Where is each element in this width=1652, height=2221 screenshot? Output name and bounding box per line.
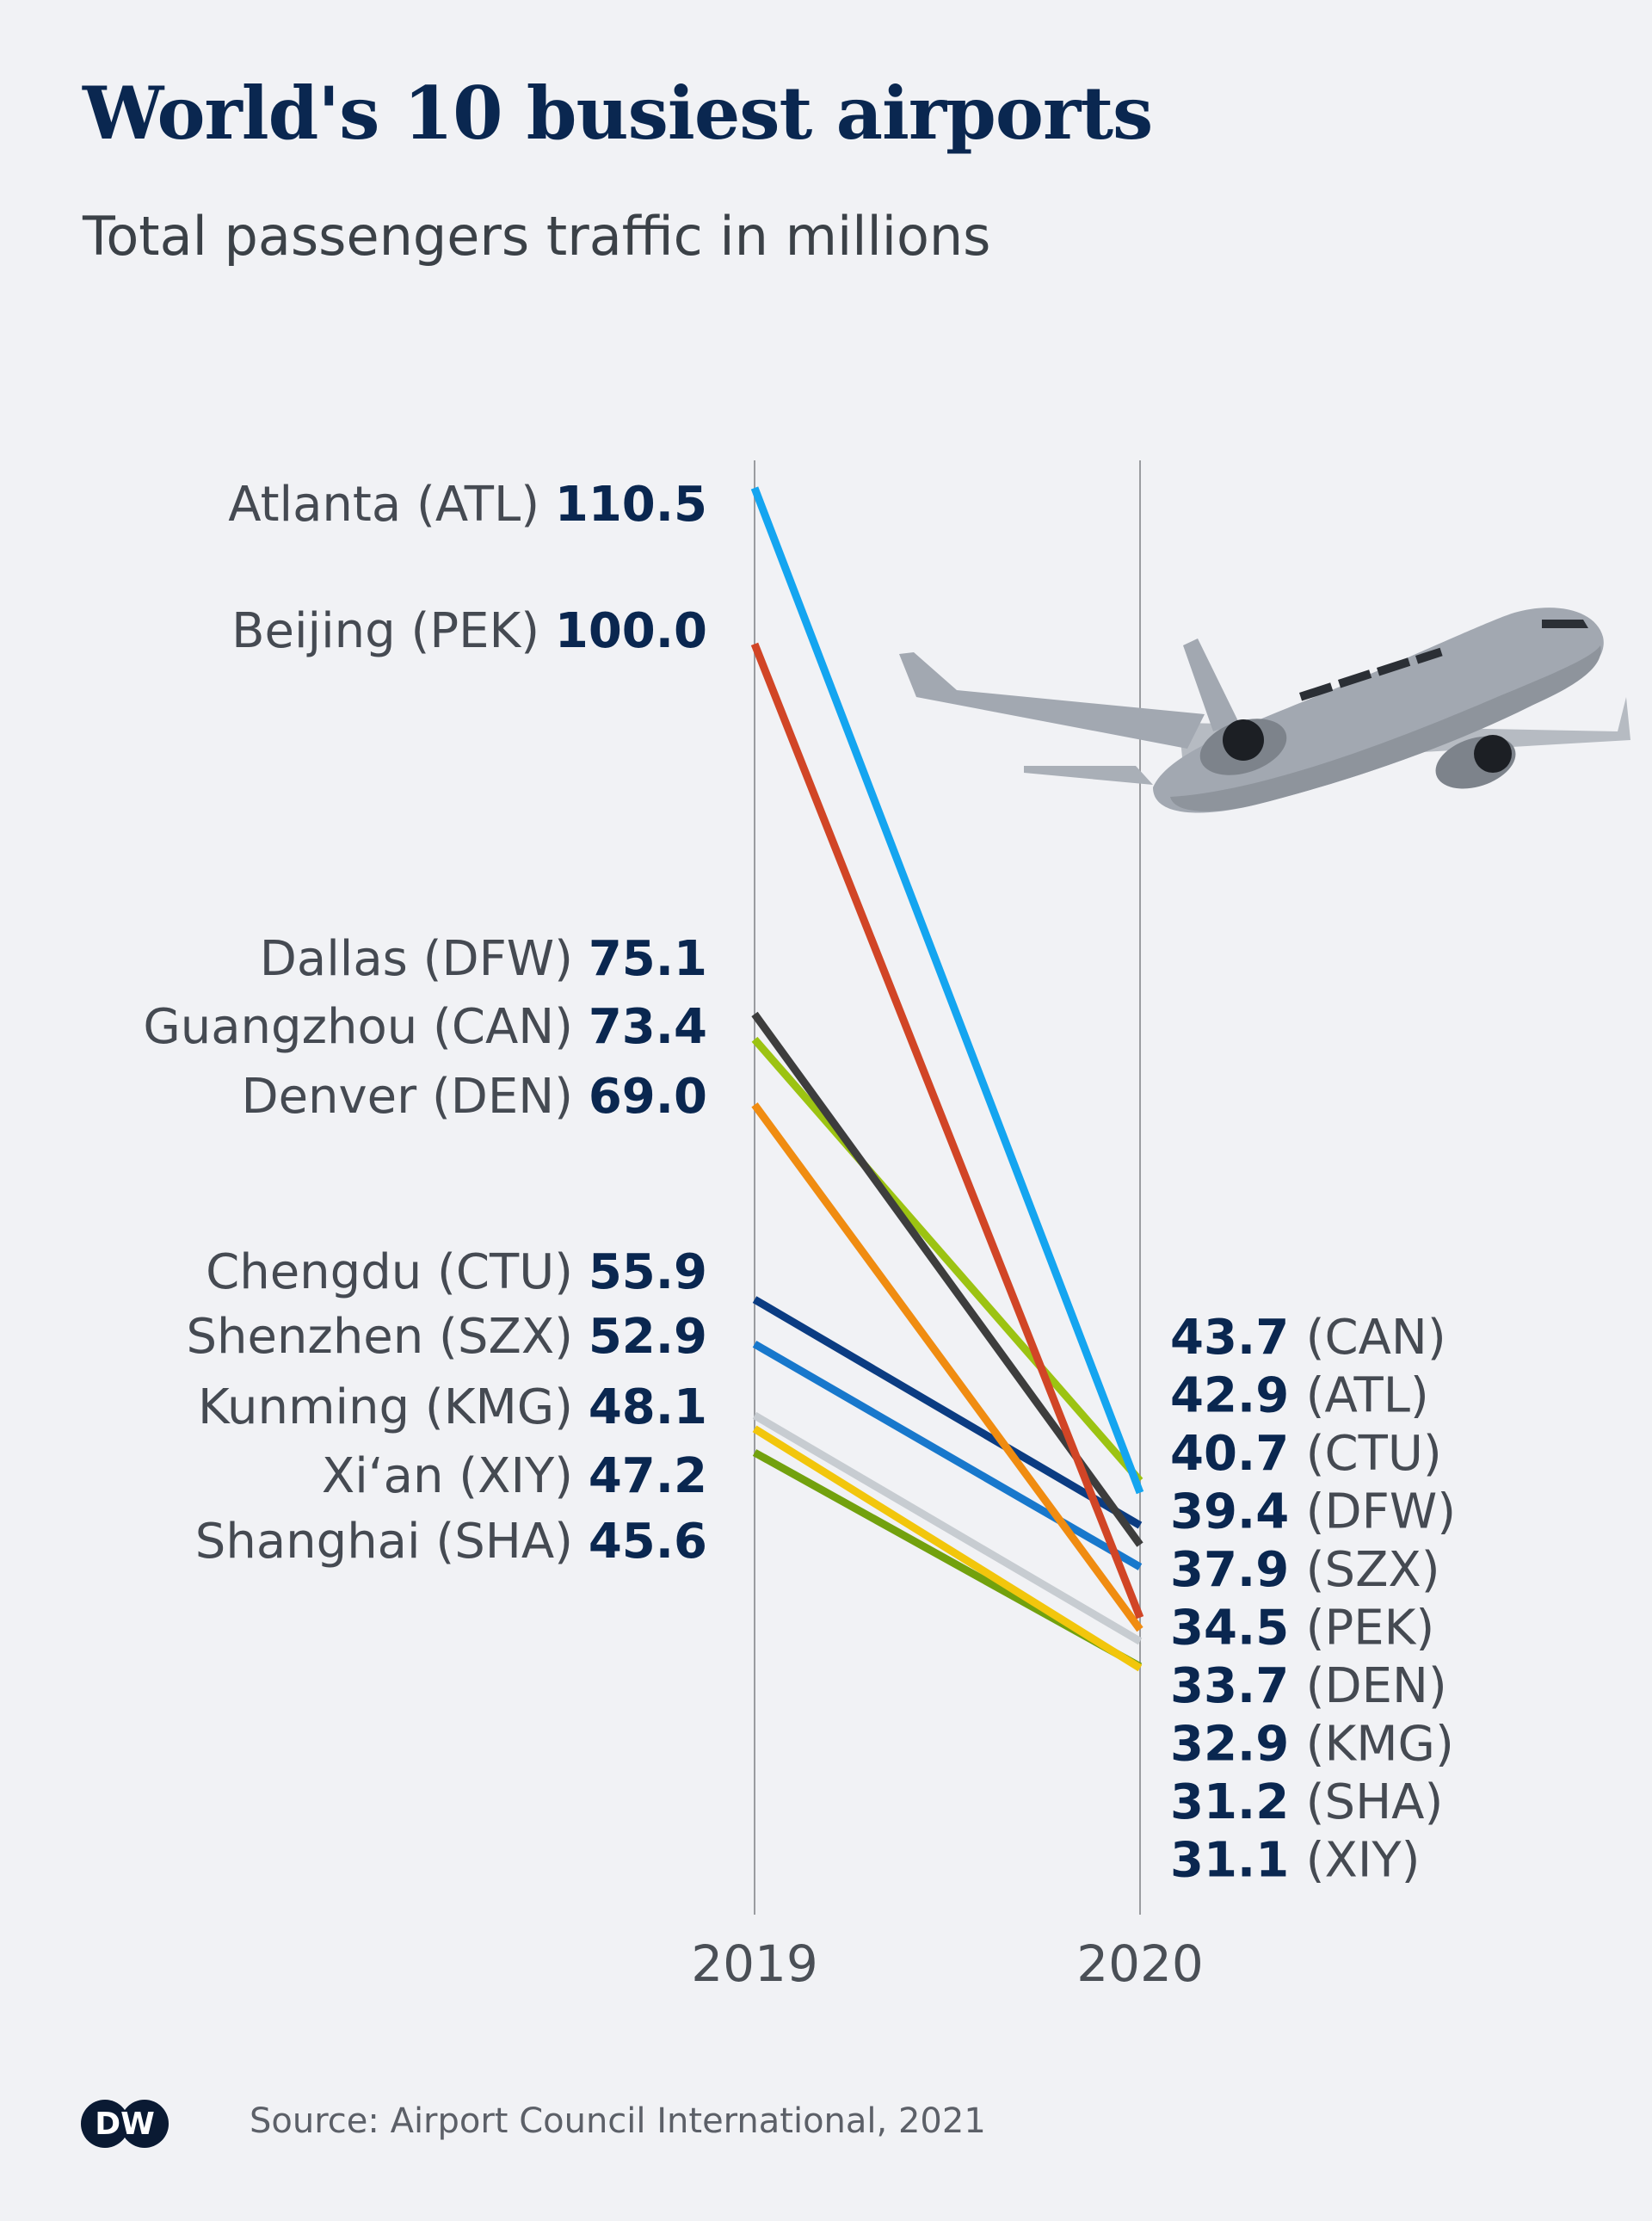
- right-label: 31.2 (SHA): [1170, 1774, 1443, 1830]
- airplane-icon: [899, 608, 1630, 813]
- right-label: 31.1 (XIY): [1170, 1833, 1420, 1889]
- right-label: 34.5 (PEK): [1170, 1601, 1434, 1656]
- left-label-value: 73.4: [589, 999, 707, 1055]
- left-label: Shanghai (SHA) 45.6: [195, 1514, 707, 1570]
- left-label: Xi‘an (XIY) 47.2: [322, 1448, 707, 1504]
- right-label: 32.9 (KMG): [1170, 1717, 1454, 1773]
- left-label-name: Guangzhou (CAN): [143, 999, 588, 1055]
- left-label-value: 48.1: [589, 1379, 707, 1435]
- series-line-pek: [750, 642, 1144, 1619]
- left-label-value: 69.0: [589, 1069, 707, 1125]
- left-label: Chengdu (CTU) 55.9: [206, 1244, 707, 1300]
- left-label-name: Atlanta (ATL): [228, 477, 555, 533]
- slope-chart: Atlanta (ATL) 110.5 Beijing (PEK) 100.0 Da…: [143, 460, 1630, 1993]
- source-note: Source: Airport Council International, 2…: [250, 2101, 986, 2141]
- left-label-value: 55.9: [589, 1244, 707, 1300]
- left-label-value: 110.5: [555, 477, 707, 533]
- logo-text: DW: [95, 2107, 155, 2142]
- year-label-2019: 2019: [691, 1934, 818, 1993]
- series-line-ctu: [752, 1296, 1143, 1529]
- left-label: Atlanta (ATL) 110.5: [228, 477, 707, 533]
- left-label: Denver (DEN) 69.0: [241, 1069, 707, 1125]
- right-label-value: 34.5: [1170, 1601, 1306, 1656]
- right-label: 33.7 (DEN): [1170, 1658, 1447, 1714]
- series-line-xiy: [752, 1425, 1143, 1672]
- right-label-code: (PEK): [1306, 1601, 1435, 1656]
- left-label-name: Chengdu (CTU): [206, 1244, 589, 1300]
- left-label-name: Dallas (DFW): [260, 931, 589, 987]
- left-label-name: Denver (DEN): [241, 1069, 588, 1125]
- series-line-kmg: [752, 1411, 1143, 1645]
- right-label-value: 33.7: [1170, 1658, 1306, 1714]
- right-label: 39.4 (DFW): [1170, 1484, 1456, 1540]
- left-label: Guangzhou (CAN) 73.4: [143, 999, 707, 1055]
- year-axes: [754, 460, 1141, 1915]
- right-label-value: 31.1: [1170, 1833, 1306, 1889]
- series-lines: [750, 486, 1144, 1672]
- right-label-value: 37.9: [1170, 1542, 1306, 1598]
- right-label: 37.9 (SZX): [1170, 1542, 1440, 1598]
- right-label-code: (ATL): [1306, 1368, 1429, 1424]
- left-label-value: 45.6: [589, 1514, 707, 1570]
- left-label-value: 47.2: [589, 1448, 707, 1504]
- left-label-value: 75.1: [589, 931, 707, 987]
- left-label: Shenzhen (SZX) 52.9: [186, 1309, 707, 1365]
- left-label: Dallas (DFW) 75.1: [260, 931, 707, 987]
- series-line-can: [751, 1036, 1143, 1484]
- series-line-den: [751, 1102, 1143, 1632]
- left-label-name: Kunming (KMG): [198, 1379, 589, 1435]
- page-title: World's 10 busiest airports: [83, 71, 1153, 156]
- year-labels: 2019 2020: [691, 1934, 1204, 1993]
- right-label: 40.7 (CTU): [1170, 1426, 1442, 1482]
- right-label-code: (DFW): [1306, 1484, 1456, 1540]
- right-label-code: (SZX): [1306, 1542, 1440, 1598]
- right-label: 43.7 (CAN): [1170, 1310, 1446, 1366]
- right-label-code: (KMG): [1306, 1717, 1454, 1773]
- left-label-name: Shanghai (SHA): [195, 1514, 589, 1570]
- right-label-code: (CTU): [1306, 1426, 1442, 1482]
- series-line-atl: [750, 486, 1144, 1495]
- right-label: 42.9 (ATL): [1170, 1368, 1429, 1424]
- right-labels: 43.7 (CAN)42.9 (ATL)40.7 (CTU)39.4 (DFW)…: [1170, 1310, 1456, 1889]
- left-label-value: 100.0: [555, 603, 707, 659]
- dw-logo: DW: [79, 2098, 174, 2153]
- right-label-value: 43.7: [1170, 1310, 1306, 1366]
- right-label-value: 42.9: [1170, 1368, 1306, 1424]
- year-label-2020: 2020: [1076, 1934, 1204, 1993]
- right-label-code: (XIY): [1306, 1833, 1421, 1889]
- left-label-value: 52.9: [589, 1309, 707, 1365]
- left-label-name: Shenzhen (SZX): [186, 1309, 588, 1365]
- right-label-value: 40.7: [1170, 1426, 1306, 1482]
- left-label-name: Beijing (PEK): [231, 603, 555, 659]
- left-label: Kunming (KMG) 48.1: [198, 1379, 707, 1435]
- right-label-value: 31.2: [1170, 1774, 1306, 1830]
- left-label-name: Xi‘an (XIY): [322, 1448, 589, 1504]
- right-label-code: (CAN): [1306, 1310, 1446, 1366]
- right-label-value: 32.9: [1170, 1717, 1306, 1773]
- right-label-code: (SHA): [1306, 1774, 1444, 1830]
- right-label-value: 39.4: [1170, 1484, 1306, 1540]
- series-line-szx: [752, 1341, 1143, 1570]
- right-label-code: (DEN): [1306, 1658, 1447, 1714]
- left-label: Beijing (PEK) 100.0: [231, 603, 707, 659]
- left-labels: Atlanta (ATL) 110.5 Beijing (PEK) 100.0 Da…: [143, 477, 707, 1570]
- page-subtitle: Total passengers traffic in millions: [83, 205, 991, 268]
